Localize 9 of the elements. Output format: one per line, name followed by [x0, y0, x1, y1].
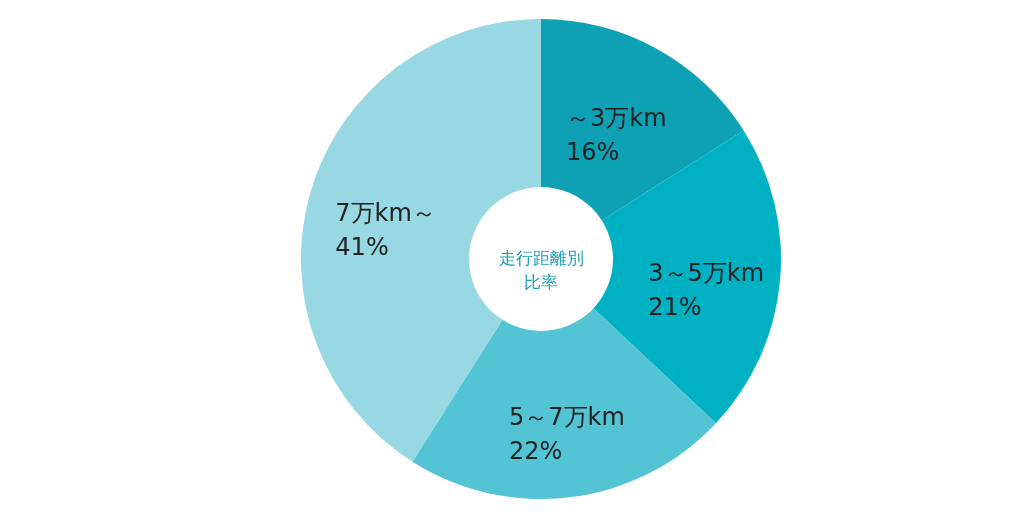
slice-label: ～3万km: [566, 103, 667, 132]
data-label: 21%: [648, 293, 702, 322]
text: 走行距離別比率: [498, 248, 584, 292]
data-label: 41%: [335, 233, 389, 262]
slice-label: 7万km～: [335, 199, 436, 228]
data-label: 16%: [566, 137, 620, 166]
slice-label: 3～5万km: [648, 259, 765, 288]
data-label: 22%: [509, 436, 563, 465]
slice-label: 5～7万km: [509, 402, 625, 431]
